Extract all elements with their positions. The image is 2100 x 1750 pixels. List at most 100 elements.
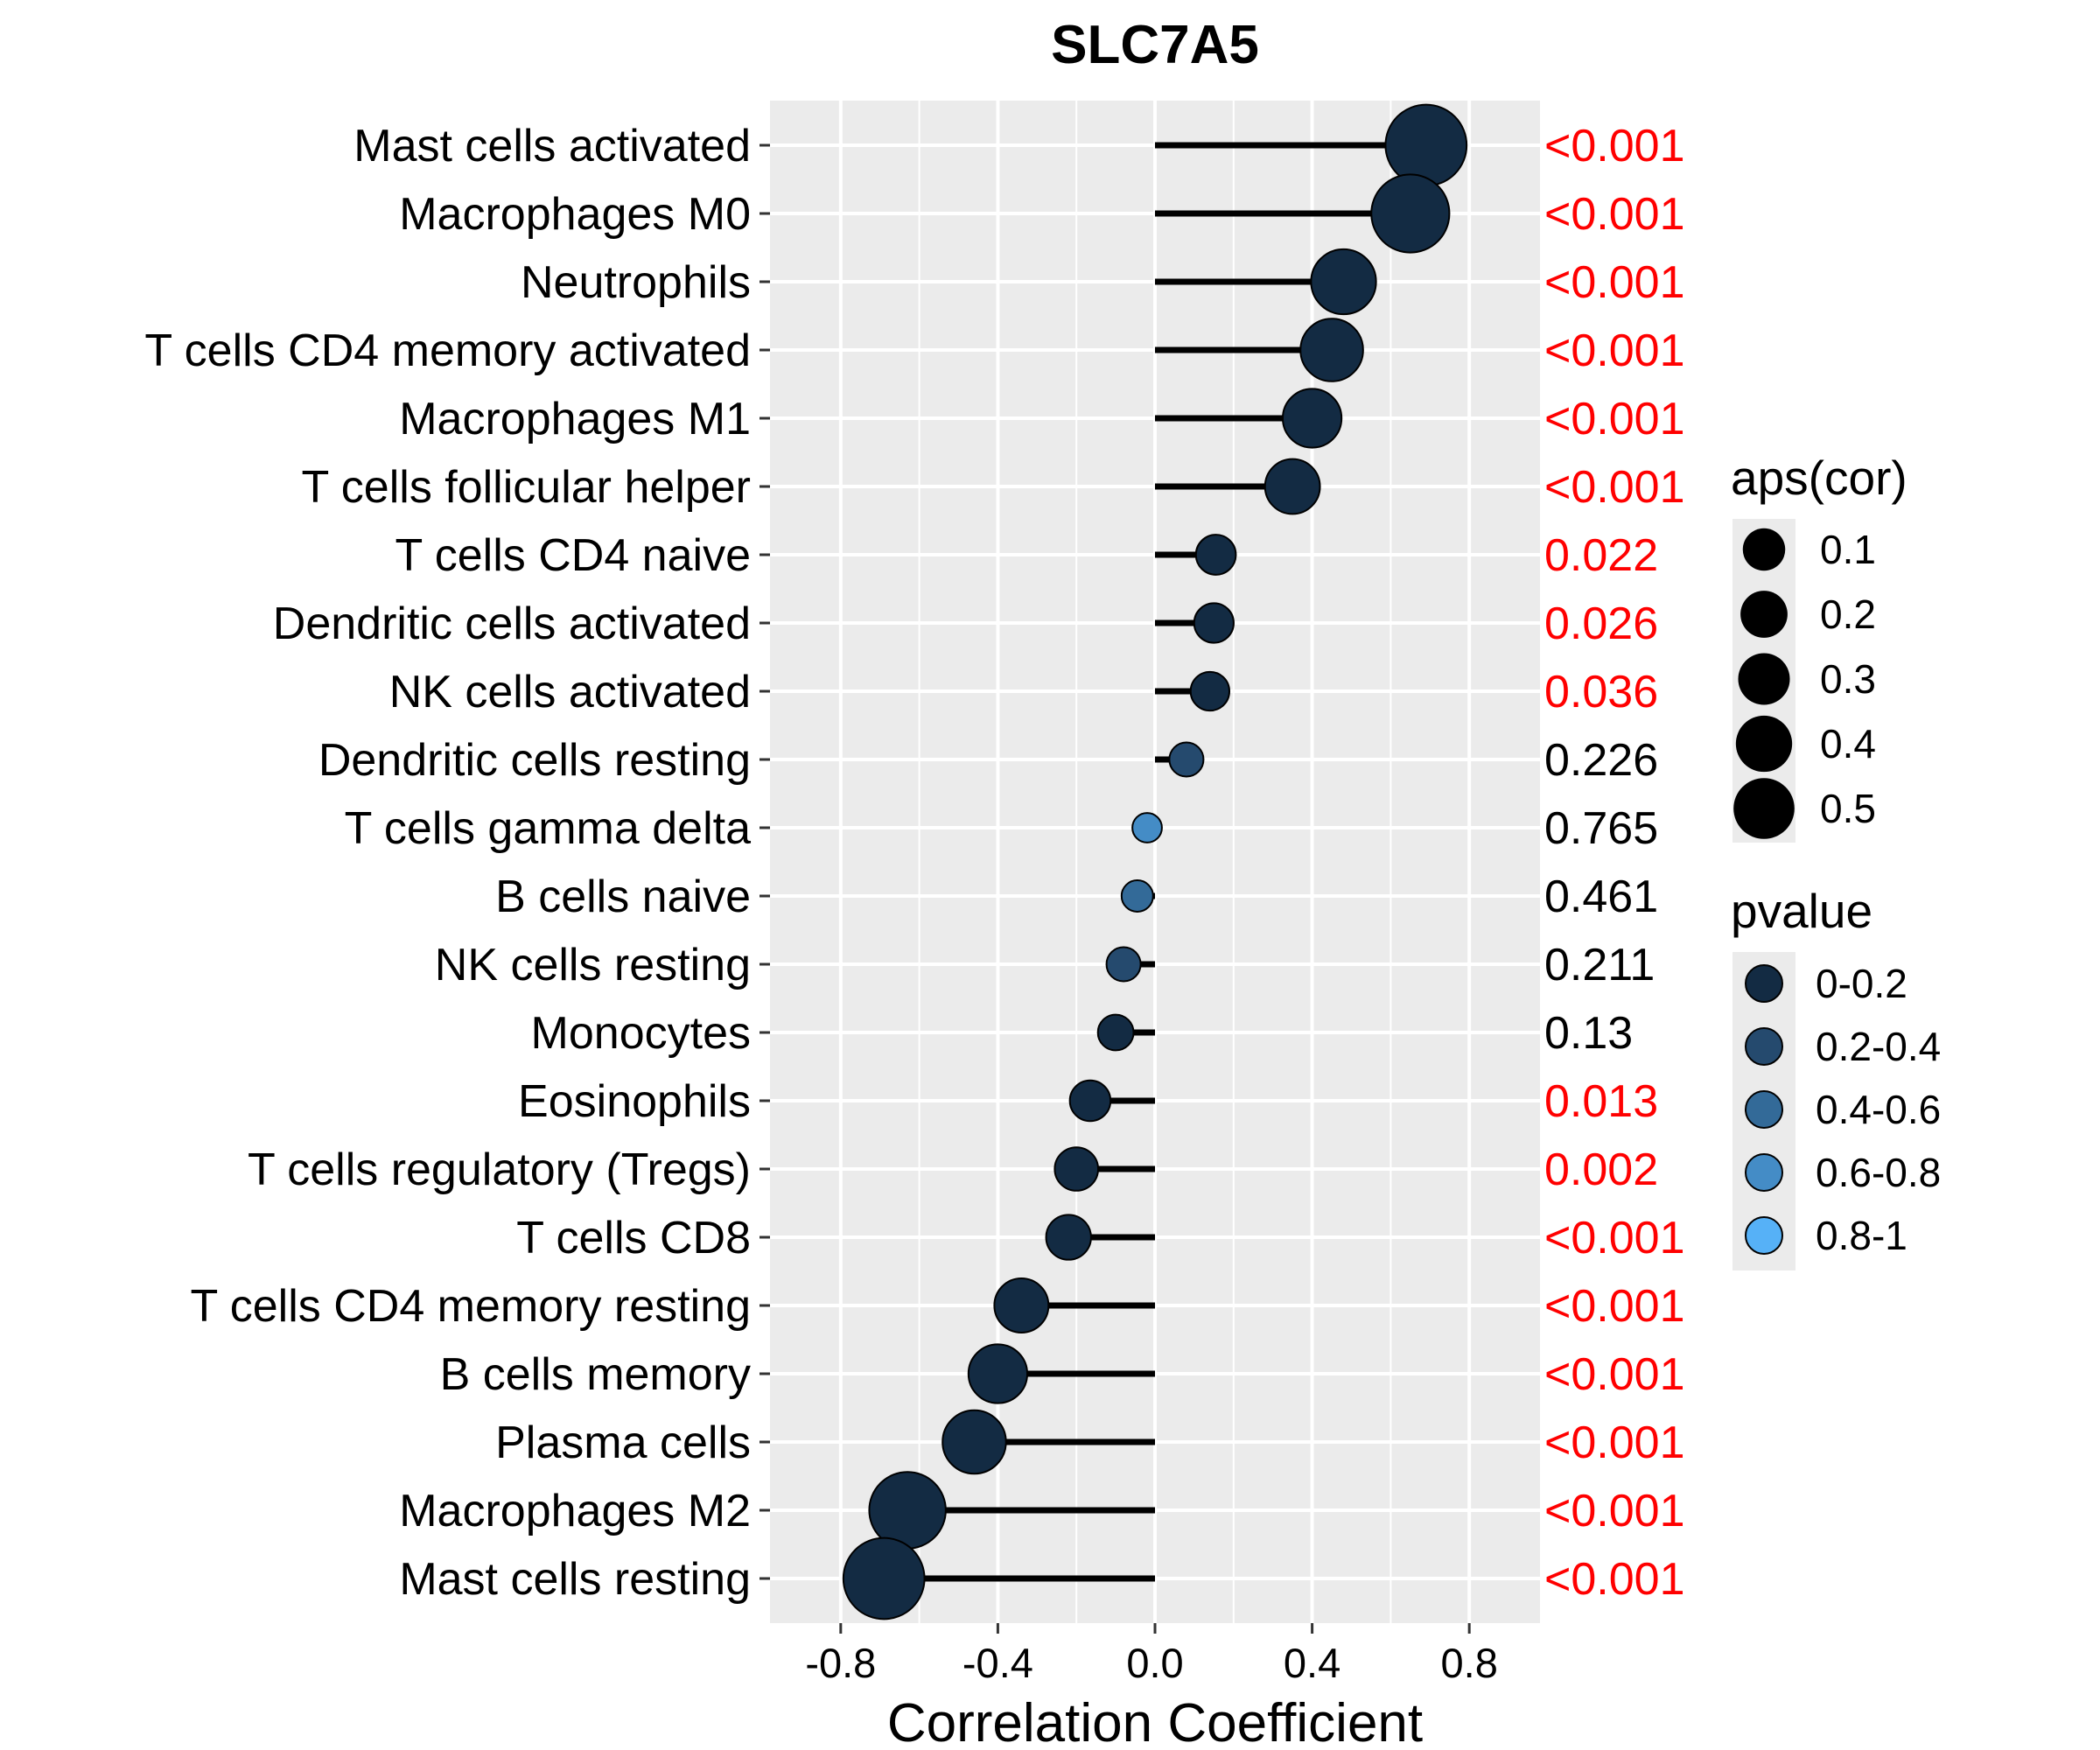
- legend-color-label: 0.2-0.4: [1816, 1024, 1941, 1069]
- x-axis: -0.8 -0.4 0.0 0.4 0.8: [805, 1623, 1498, 1686]
- pvalue-label: <0.001: [1544, 1349, 1685, 1400]
- x-tick-label: -0.4: [962, 1640, 1033, 1686]
- lollipop-point: [942, 1409, 1007, 1475]
- x-axis-title: Correlation Coefficient: [887, 1693, 1423, 1750]
- legend-size-label: 0.4: [1820, 721, 1876, 766]
- pvalue-label: 0.13: [1544, 1008, 1633, 1059]
- category-label: T cells CD4 memory activated: [144, 326, 751, 376]
- legend-color-label: 0.4-0.6: [1816, 1087, 1941, 1132]
- lollipop-point: [1105, 946, 1142, 983]
- legend-color-title: pvalue: [1731, 884, 1872, 938]
- lollipop-point: [1370, 173, 1451, 254]
- legend-size-entries: 0.1 0.2 0.3 0.4 0.5: [1733, 527, 1876, 839]
- category-label: Dendritic cells resting: [318, 735, 751, 786]
- category-label: T cells gamma delta: [345, 803, 751, 854]
- lollipop-point: [1045, 1214, 1092, 1261]
- pvalue-label: 0.226: [1544, 735, 1658, 786]
- pvalue-label: <0.001: [1544, 189, 1685, 240]
- pvalue-label: <0.001: [1544, 1281, 1685, 1332]
- lollipop-point: [1189, 670, 1231, 712]
- lollipop-point: [1264, 458, 1321, 515]
- category-label: T cells CD4 naive: [395, 530, 751, 581]
- pvalue-label: <0.001: [1544, 1486, 1685, 1536]
- category-label: Mast cells resting: [399, 1554, 751, 1605]
- category-labels: Mast cells activated Macrophages M0 Neutro…: [144, 121, 770, 1605]
- category-label: Macrophages M1: [399, 394, 751, 444]
- pvalue-label: <0.001: [1544, 1554, 1685, 1605]
- category-label: B cells memory: [440, 1349, 751, 1400]
- lollipop-point: [1131, 812, 1163, 844]
- lollipop-point: [967, 1343, 1029, 1404]
- pvalue-label: 0.211: [1544, 940, 1655, 990]
- pvalue-label: 0.036: [1544, 667, 1658, 718]
- lollipop-point: [1054, 1146, 1100, 1192]
- legend-size: aps(cor) 0.1 0.2 0.3 0.4 0.5: [1731, 451, 1908, 843]
- category-label: Dendritic cells activated: [273, 598, 751, 649]
- pvalue-label: 0.026: [1544, 598, 1658, 649]
- legend-color-label: 0.6-0.8: [1816, 1150, 1941, 1195]
- legend-size-symbol: [1740, 591, 1788, 638]
- pvalue-label: <0.001: [1544, 121, 1685, 172]
- legend-size-label: 0.5: [1820, 786, 1876, 831]
- pvalue-label: <0.001: [1544, 1418, 1685, 1468]
- category-label: Monocytes: [531, 1008, 751, 1059]
- pvalue-label: <0.001: [1544, 394, 1685, 444]
- lollipop-point: [993, 1278, 1050, 1334]
- category-label: B cells naive: [495, 872, 751, 922]
- legend-size-label: 0.3: [1820, 656, 1876, 702]
- lollipop-point: [1281, 388, 1343, 449]
- legend-size-title: aps(cor): [1731, 451, 1908, 505]
- category-label: T cells regulatory (Tregs): [248, 1144, 751, 1195]
- lollipop-point: [1096, 1013, 1135, 1052]
- legend-color-label: 0-0.2: [1816, 961, 1908, 1006]
- category-label: NK cells activated: [389, 667, 751, 718]
- lollipop-point: [1168, 741, 1205, 778]
- category-label: Mast cells activated: [354, 121, 751, 172]
- legend-color: pvalue 0-0.2 0.2-0.4 0.4-0.6 0.6-0.8 0.8-1: [1731, 884, 1941, 1270]
- legend-color-symbol: [1745, 1153, 1783, 1192]
- pvalue-label: <0.001: [1544, 326, 1685, 376]
- lollipop-point: [1193, 602, 1235, 644]
- category-label: T cells CD8: [516, 1213, 751, 1264]
- lollipop-point: [1310, 248, 1377, 316]
- pvalue-label: <0.001: [1544, 1213, 1685, 1264]
- pvalue-label: 0.022: [1544, 530, 1658, 581]
- legend-color-symbol: [1745, 1216, 1783, 1255]
- pvalue-label: 0.461: [1544, 872, 1658, 922]
- legend-color-entries: 0-0.2 0.2-0.4 0.4-0.6 0.6-0.8 0.8-1: [1745, 961, 1941, 1258]
- legend-size-label: 0.1: [1820, 527, 1876, 572]
- x-tick-label: 0.4: [1284, 1640, 1340, 1686]
- lollipop-point: [868, 1471, 947, 1550]
- category-label: Eosinophils: [518, 1076, 751, 1127]
- lollipop-point: [842, 1536, 926, 1620]
- pvalue-label: <0.001: [1544, 257, 1685, 308]
- legend-size-symbol: [1735, 715, 1793, 773]
- chart-title: SLC7A5: [1051, 15, 1259, 75]
- category-label: Macrophages M2: [399, 1486, 751, 1536]
- lollipop-point: [1384, 103, 1468, 187]
- category-label: T cells CD4 memory resting: [190, 1281, 751, 1332]
- pvalue-label: 0.013: [1544, 1076, 1658, 1127]
- legend-size-symbol: [1733, 778, 1795, 839]
- legend-size-label: 0.2: [1820, 592, 1876, 637]
- lollipop-points: [842, 103, 1468, 1620]
- category-label: Neutrophils: [521, 257, 751, 308]
- category-label: T cells follicular helper: [302, 462, 751, 513]
- category-label: Plasma cells: [495, 1418, 751, 1468]
- lollipop-point: [1194, 534, 1237, 576]
- legend-color-symbol: [1745, 1027, 1783, 1066]
- legend-size-symbol: [1742, 528, 1786, 571]
- lollipop-point: [1299, 318, 1364, 382]
- x-tick-label: 0.0: [1126, 1640, 1183, 1686]
- pvalue-label: 0.002: [1544, 1144, 1658, 1195]
- legend-size-symbol: [1738, 653, 1790, 705]
- legend-color-label: 0.8-1: [1816, 1213, 1908, 1258]
- lollipop-point: [1068, 1079, 1112, 1123]
- category-label: Macrophages M0: [399, 189, 751, 240]
- legend-color-symbol: [1745, 964, 1783, 1003]
- pvalue-label: <0.001: [1544, 462, 1685, 513]
- pvalue-label: 0.765: [1544, 803, 1658, 854]
- category-label: NK cells resting: [435, 940, 751, 990]
